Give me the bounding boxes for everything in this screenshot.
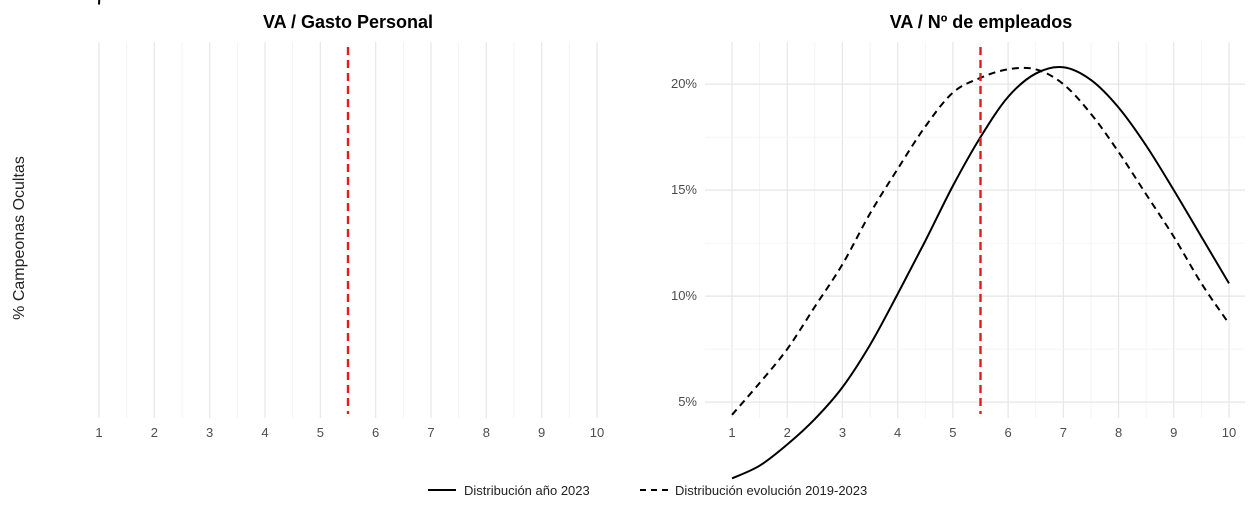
panel-va-gasto-personal: VA / Gasto Personal % Campeonas Ocultas … — [11, 0, 604, 440]
series-lines — [731, 47, 1230, 480]
legend-label: Distribución evolución 2019-2023 — [675, 483, 867, 498]
x-tick-label: 10 — [1222, 425, 1236, 440]
grid — [705, 42, 1245, 418]
panel-title: VA / Nº de empleados — [890, 12, 1073, 32]
x-tick-label: 9 — [538, 425, 545, 440]
x-tick-label: 7 — [427, 425, 434, 440]
panel-title: VA / Gasto Personal — [263, 12, 433, 32]
x-tick-label: 8 — [483, 425, 490, 440]
x-tick-label: 9 — [1170, 425, 1177, 440]
y-axis-label: % Campeonas Ocultas — [11, 156, 28, 320]
legend: Distribución año 2023 Distribución evolu… — [428, 483, 867, 498]
series-lines — [98, 0, 350, 414]
y-tick-label: 10% — [671, 288, 697, 303]
panel-va-empleados: VA / Nº de empleados 1 2 3 4 5 6 7 8 9 10 5% 10% 15%… — [671, 12, 1245, 480]
x-tick-label: 2 — [151, 425, 158, 440]
x-tick-label: 3 — [206, 425, 213, 440]
x-tick-label: 8 — [1115, 425, 1122, 440]
x-tick-label: 5 — [949, 425, 956, 440]
y-tick-label: 15% — [671, 182, 697, 197]
x-tick-label: 1 — [95, 425, 102, 440]
y-tick-label: 5% — [678, 394, 697, 409]
grid — [98, 42, 598, 418]
tick-labels: 1 2 3 4 5 6 7 8 9 10 5% 10% 15% 20% — [671, 76, 1236, 440]
x-tick-label: 3 — [839, 425, 846, 440]
x-tick-label: 5 — [317, 425, 324, 440]
x-tick-label: 4 — [261, 425, 268, 440]
x-tick-label: 2 — [784, 425, 791, 440]
x-tick-label: 7 — [1060, 425, 1067, 440]
x-tick-label: 1 — [728, 425, 735, 440]
x-tick-label: 6 — [1004, 425, 1011, 440]
series-line-evolucion — [98, 0, 101, 5]
y-tick-label: 20% — [671, 76, 697, 91]
x-tick-label: 10 — [590, 425, 604, 440]
x-tick-label: 6 — [372, 425, 379, 440]
x-tick-label: 4 — [894, 425, 901, 440]
series-line-2023 — [731, 65, 1230, 480]
legend-label: Distribución año 2023 — [464, 483, 590, 498]
